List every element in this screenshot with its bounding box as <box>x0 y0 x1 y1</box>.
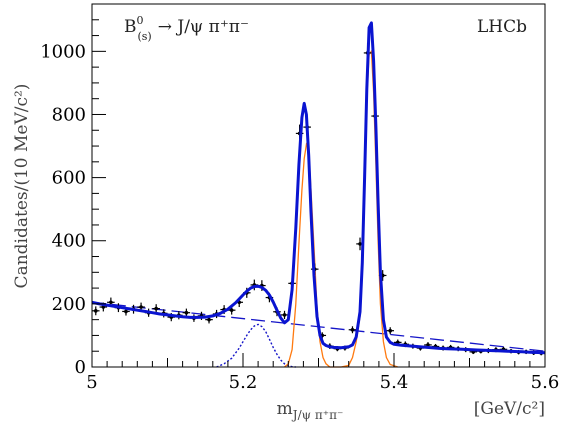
data-marker <box>388 328 393 333</box>
y-tick-label: 0 <box>75 357 86 378</box>
axis-layer: 5 5.2 5.4 5.6 0 200 400 600 800 1000 <box>40 3 560 393</box>
decay-base: B <box>124 17 137 37</box>
decay-subscript: (s) <box>138 30 152 43</box>
data-marker <box>350 327 355 332</box>
data-point <box>92 306 100 316</box>
decay-superscript: 0 <box>137 14 144 27</box>
data-marker <box>282 313 287 317</box>
data-marker <box>426 343 430 347</box>
data-point <box>152 304 160 314</box>
data-point <box>348 326 357 334</box>
data-marker <box>93 309 98 313</box>
data-marker <box>358 242 362 246</box>
data-point <box>386 327 394 335</box>
x-tick-label: 5 <box>86 372 97 393</box>
total-fit-layer <box>91 21 546 355</box>
data-point <box>182 308 191 317</box>
data-marker <box>229 308 234 312</box>
y-axis-title: Candidates/(10 MeV/c²) <box>12 84 32 289</box>
decay-rest: → J/ψ π⁺π⁻ <box>158 17 249 37</box>
x-tick-label: 5.6 <box>531 372 560 393</box>
decay-annotation: B0 (s) → J/ψ π⁺π⁻ <box>124 14 249 43</box>
y-tick-label: 200 <box>52 294 86 315</box>
data-marker <box>154 306 158 311</box>
data-point <box>280 310 289 320</box>
data-marker <box>184 310 189 315</box>
data-marker <box>124 309 128 314</box>
partially-reconstructed-layer <box>216 323 296 368</box>
y-tick-label: 800 <box>52 104 86 125</box>
x-tick-label: 5.4 <box>380 372 409 393</box>
y-tick-label: 1000 <box>40 41 86 62</box>
y-tick-label: 600 <box>52 168 86 189</box>
plot-layer <box>91 21 546 368</box>
x-axis-title: mJ/ψ π⁺π⁻ <box>277 399 344 422</box>
partially-reconstructed-curve <box>216 323 296 368</box>
total-fit-curve <box>91 21 546 355</box>
y-tick-label: 400 <box>52 231 86 252</box>
x-axis-title-base: m <box>277 399 293 419</box>
data-point <box>356 237 364 251</box>
experiment-label: LHCb <box>477 17 527 37</box>
x-tick-label: 5.2 <box>229 372 258 393</box>
data-marker <box>139 305 143 309</box>
x-axis-unit: [GeV/c²] <box>474 399 545 419</box>
data-marker <box>109 300 113 305</box>
data-marker <box>207 317 211 322</box>
x-axis-title-sub: J/ψ π⁺π⁻ <box>291 408 344 422</box>
